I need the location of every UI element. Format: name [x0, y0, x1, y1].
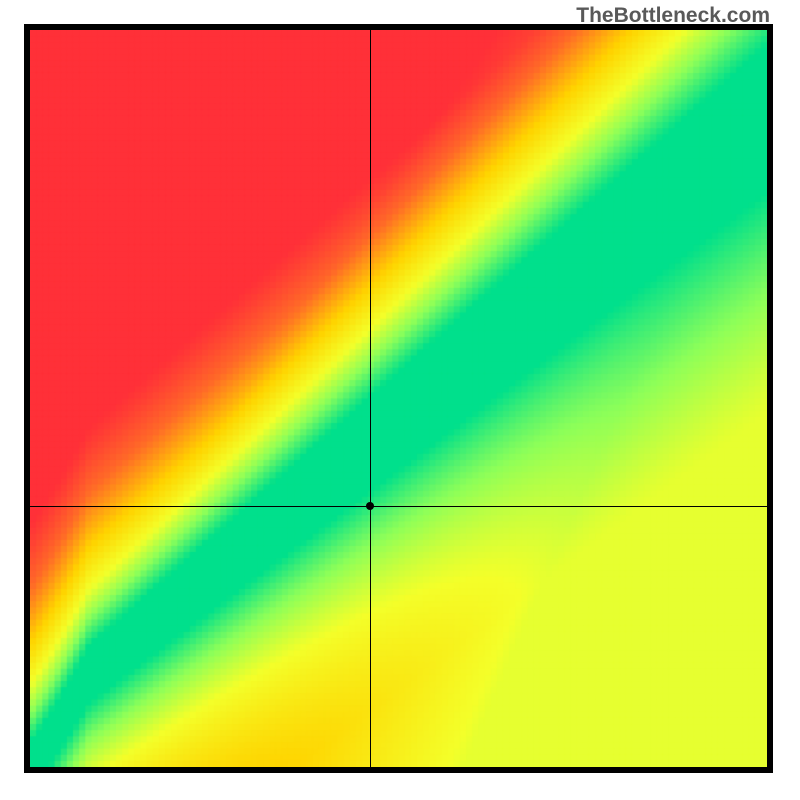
crosshair-horizontal: [30, 506, 767, 507]
heatmap-canvas: [30, 30, 767, 767]
watermark-text: TheBottleneck.com: [576, 4, 770, 28]
crosshair-point: [366, 502, 374, 510]
chart-container: TheBottleneck.com: [0, 0, 800, 800]
crosshair-vertical: [370, 30, 371, 767]
